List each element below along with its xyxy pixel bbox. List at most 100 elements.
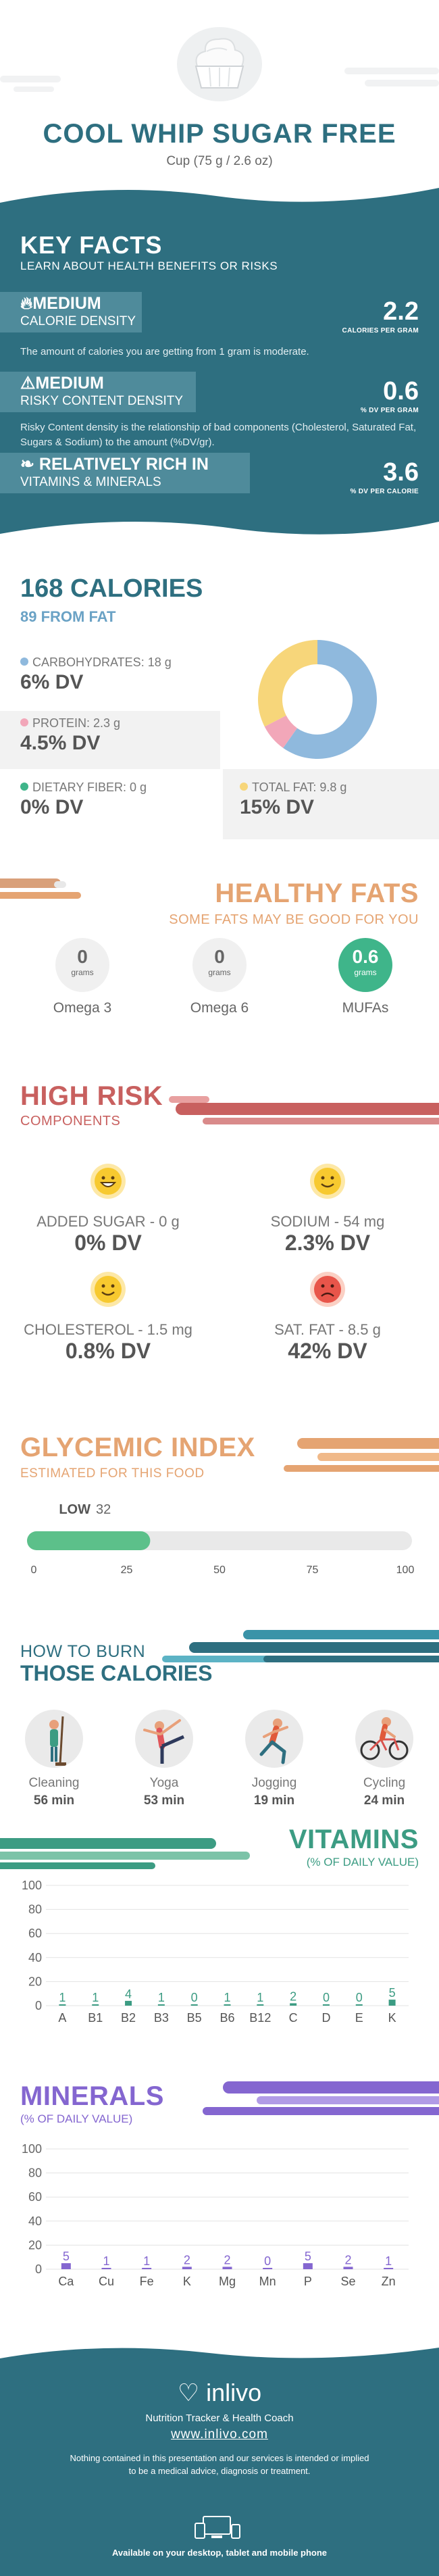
yoga-icon — [135, 1710, 193, 1768]
x-tick-label: B12 — [249, 2011, 271, 2025]
risk-dv: 0.8% DV — [65, 1339, 151, 1363]
glycemic-tick-label: 25 — [121, 1564, 133, 1576]
x-tick-label: K — [388, 2011, 396, 2025]
bar-b12 — [257, 2004, 264, 2006]
x-tick-label: B6 — [220, 2011, 234, 2025]
jogging-icon — [245, 1710, 303, 1768]
brand-logo[interactable]: ♡ inlivo — [177, 2379, 262, 2406]
sad-face-icon — [310, 1272, 345, 1307]
calories-title: 168 CALORIES — [20, 574, 203, 603]
x-tick-label: D — [321, 2011, 330, 2025]
activity-time: 53 min — [143, 1793, 185, 1808]
fact-value: 0.6 — [383, 377, 419, 405]
y-tick-label: 80 — [28, 2166, 42, 2180]
fat-name: MUFAs — [342, 1000, 389, 1016]
bar-b6 — [224, 2004, 231, 2006]
footer-section: ♡ inlivo Nutrition Tracker & Health Coac… — [0, 2338, 439, 2576]
bar-mg — [222, 2267, 232, 2269]
leaf-icon: ❧ — [20, 455, 39, 474]
fat-omega-6: 0 grams Omega 6 — [176, 938, 263, 1016]
disclaimer: Nothing contained in this presentation a… — [70, 2453, 369, 2476]
bar-value-label: 5 — [63, 2250, 70, 2263]
key-facts-subtitle: LEARN ABOUT HEALTH BENEFITS OR RISKS — [20, 259, 278, 272]
bar-value-label: 5 — [389, 1986, 396, 2000]
x-tick-label: B5 — [187, 2011, 202, 2025]
fact-value: 3.6 — [383, 458, 419, 487]
bar-value-label: 0 — [264, 2254, 271, 2268]
fiber-dv: 0% DV — [20, 796, 84, 818]
x-tick-label: Se — [340, 2275, 355, 2288]
minerals-bar-chart: 100 80 60 40 20 0 5 Ca 1 Cu 1 Fe 2 K 2 Mg 0 Mn 5 P 2 Se 1 Zn — [22, 2142, 409, 2288]
macro-protein: PROTEIN: 2.3 g 4.5% DV — [20, 716, 121, 754]
fat-highlight — [223, 769, 439, 839]
bar-value-label: 1 — [59, 1991, 66, 2004]
serving-size: Cup (75 g / 2.6 oz) — [166, 154, 273, 168]
key-facts-title: KEY FACTS — [20, 231, 163, 259]
risk-sodium: SODIUM - 54 mg 2.3% DV — [230, 1162, 425, 1256]
y-tick-label: 100 — [22, 1879, 42, 1892]
fat-mufas: 0.6 grams MUFAs — [321, 938, 409, 1016]
flame-icon: 🔥︎ — [20, 294, 33, 313]
glycemic-title: GLYCEMIC INDEX — [20, 1433, 255, 1462]
bar-b1 — [92, 2004, 99, 2006]
y-tick-label: 0 — [35, 2262, 42, 2276]
fat-dot — [240, 783, 248, 791]
bar-b2 — [125, 2000, 132, 2006]
fat-name: Omega 6 — [190, 1000, 249, 1016]
x-tick-label: B1 — [88, 2011, 103, 2025]
risk-label: ADDED SUGAR - 0 g — [36, 1213, 180, 1230]
key-facts-section: KEY FACTS LEARN ABOUT HEALTH BENEFITS OR… — [0, 176, 439, 554]
activity-cycling: Cycling 24 min — [344, 1710, 425, 1808]
glycemic-gauge: LOW 32 0 25 50 75 100 — [27, 1502, 414, 1576]
vitamins-title: VITAMINS — [288, 1825, 419, 1854]
x-tick-label: C — [289, 2011, 298, 2025]
fats-decor — [0, 878, 81, 899]
fact-unit: % DV PER GRAM — [360, 407, 419, 414]
bar-k — [182, 2267, 192, 2269]
x-tick-label: Zn — [382, 2275, 396, 2288]
bar-fe — [142, 2268, 152, 2269]
bar-k — [388, 2000, 396, 2006]
healthy-fats-section: HEALTHY FATS SOME FATS MAY BE GOOD FOR Y… — [0, 851, 439, 1054]
activity-yoga: Yoga 53 min — [124, 1710, 205, 1808]
activity-name: Cycling — [363, 1776, 406, 1790]
fat-bubble: 0.6 grams — [338, 938, 392, 992]
x-tick-label: Ca — [58, 2275, 74, 2288]
fact-level: MEDIUM — [35, 374, 104, 393]
high-risk-section: HIGH RISK COMPONENTS ADDED SUGAR - 0 g 0… — [0, 1054, 439, 1399]
bar-b3 — [157, 2004, 165, 2006]
activity-jogging: Jogging 19 min — [234, 1710, 315, 1808]
x-tick-label: Cu — [99, 2275, 114, 2288]
fact-level: MEDIUM — [32, 294, 101, 313]
food-image — [177, 27, 262, 101]
risk-label: SAT. FAT - 8.5 g — [274, 1321, 381, 1338]
x-tick-label: B2 — [121, 2011, 136, 2025]
donut-slice-total-fat — [258, 640, 317, 727]
glycemic-level: LOW — [59, 1502, 91, 1517]
bar-value-label: 1 — [385, 2254, 392, 2268]
y-tick-label: 60 — [28, 1927, 42, 1940]
whipped-cream-icon — [195, 38, 244, 89]
website-link[interactable]: www.inlivo.com — [171, 2427, 268, 2442]
key-facts-waves — [0, 176, 439, 554]
bar-value-label: 1 — [92, 1991, 99, 2004]
glycemic-subtitle: ESTIMATED FOR THIS FOOD — [20, 1466, 205, 1481]
bar-value-label: 1 — [224, 1991, 230, 2004]
smiling-face-icon — [310, 1164, 345, 1199]
y-tick-label: 0 — [35, 1999, 42, 2012]
y-tick-label: 40 — [28, 2214, 42, 2228]
fact-label: VITAMINS & MINERALS — [20, 475, 161, 489]
carbs-dot — [20, 658, 28, 666]
fact-tag: ⚠︎MEDIUM RISKY CONTENT DENSITY — [0, 372, 196, 412]
bar-p — [303, 2263, 313, 2269]
y-tick-label: 40 — [28, 1951, 42, 1964]
minerals-decor — [203, 2081, 439, 2115]
burn-decor — [162, 1630, 439, 1662]
vitamins-section: VITAMINS (% OF DAILY VALUE) 100 80 60 40 20 0… — [0, 1811, 439, 2081]
x-tick-label: Fe — [140, 2275, 154, 2288]
risk-label: SODIUM - 54 mg — [270, 1213, 385, 1230]
activity-cleaning: Cleaning 56 min — [14, 1710, 95, 1808]
glycemic-value: 32 — [96, 1502, 111, 1517]
macro-fiber: DIETARY FIBER: 0 g 0% DV — [20, 781, 147, 818]
